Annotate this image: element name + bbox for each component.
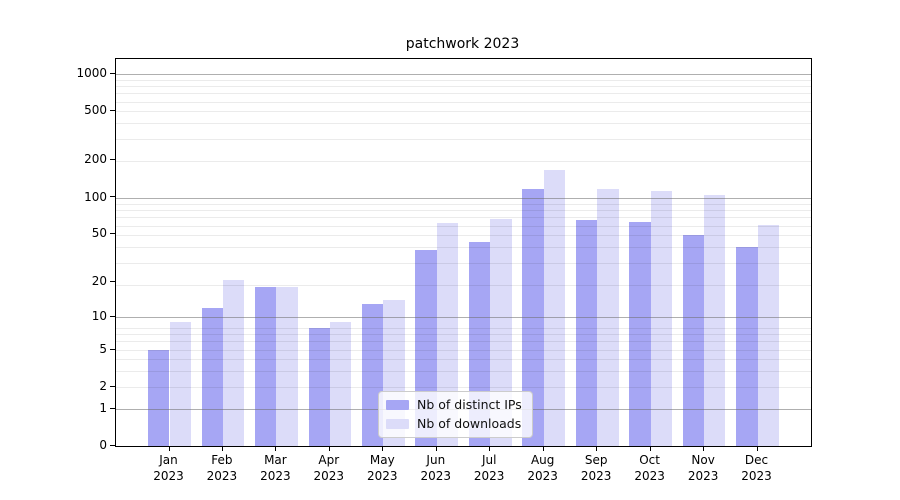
legend-entry-distinct-ips: Nb of distinct IPs <box>386 397 522 413</box>
y-tick-label-10: 10 <box>91 308 107 323</box>
y-tick-mark-50 <box>110 233 115 234</box>
bar-distinct-ips-jan <box>148 349 170 446</box>
bar-distinct-ips-dec <box>736 247 758 446</box>
x-tick-label-may: May 2023 <box>367 453 398 483</box>
legend-label-downloads: Nb of downloads <box>417 416 522 431</box>
x-tick-mark-apr <box>328 446 330 451</box>
y-tick-mark-20 <box>110 281 115 282</box>
x-tick-mark-jan <box>168 446 170 451</box>
chart-title: patchwork 2023 <box>405 36 520 52</box>
x-tick-label-apr: Apr 2023 <box>313 453 345 483</box>
x-tick-mark-jul <box>489 446 491 451</box>
x-tick-mark-mar <box>275 446 277 451</box>
bar-distinct-ips-apr <box>308 327 330 446</box>
y-tick-mark-200 <box>110 159 115 160</box>
y-tick-label-500: 500 <box>84 103 107 118</box>
x-tick-label-aug: Aug 2023 <box>527 453 558 483</box>
x-tick-mark-nov <box>703 446 705 451</box>
legend-swatch-downloads <box>386 419 409 429</box>
x-tick-mark-aug <box>542 446 544 451</box>
y-tick-label-200: 200 <box>84 152 107 167</box>
x-tick-label-oct: Oct 2023 <box>634 453 665 483</box>
x-tick-mark-may <box>382 446 384 451</box>
bar-downloads-mar <box>276 287 298 446</box>
y-tick-label-0: 0 <box>99 438 107 452</box>
x-tick-label-jan: Jan 2023 <box>153 453 184 483</box>
x-tick-label-jul: Jul 2023 <box>473 453 505 483</box>
x-tick-mark-sep <box>596 446 598 451</box>
y-tick-mark-1 <box>110 408 115 409</box>
bar-downloads-nov <box>704 194 726 446</box>
plot-area <box>115 58 812 447</box>
y-tick-mark-5 <box>110 349 115 350</box>
bar-distinct-ips-feb <box>201 307 223 446</box>
x-tick-mark-jun <box>435 446 437 451</box>
legend: Nb of distinct IPs Nb of downloads <box>378 391 533 438</box>
y-tick-mark-500 <box>110 110 115 111</box>
y-tick-label-100: 100 <box>84 189 107 204</box>
bar-distinct-ips-may <box>361 303 384 446</box>
x-tick-mark-dec <box>756 446 758 451</box>
x-tick-label-nov: Nov 2023 <box>687 453 719 483</box>
legend-swatch-distinct-ips <box>386 400 409 410</box>
x-tick-label-dec: Dec 2023 <box>741 453 772 483</box>
x-tick-label-jun: Jun 2023 <box>420 453 452 483</box>
bar-downloads-sep <box>597 189 619 446</box>
bar-distinct-ips-oct <box>629 222 651 446</box>
x-tick-label-sep: Sep 2023 <box>580 453 612 483</box>
x-tick-label-feb: Feb 2023 <box>206 453 238 483</box>
bar-distinct-ips-nov <box>682 235 705 446</box>
bar-downloads-dec <box>757 224 779 446</box>
y-tick-label-1000: 1000 <box>76 65 107 80</box>
x-tick-mark-feb <box>221 446 223 451</box>
bar-downloads-jul <box>490 218 512 446</box>
legend-entry-downloads: Nb of downloads <box>386 416 522 432</box>
y-tick-mark-10 <box>110 316 115 317</box>
legend-label-distinct-ips: Nb of distinct IPs <box>417 397 522 412</box>
bar-distinct-ips-sep <box>575 219 598 446</box>
y-tick-label-20: 20 <box>91 274 107 288</box>
y-tick-label-50: 50 <box>91 226 107 241</box>
y-tick-mark-0 <box>110 445 115 446</box>
bar-downloads-jun <box>436 222 459 446</box>
y-tick-mark-100 <box>110 196 115 197</box>
y-tick-label-2: 2 <box>99 378 107 393</box>
bar-downloads-jan <box>169 322 191 446</box>
x-tick-mark-oct <box>649 446 651 451</box>
bar-downloads-apr <box>329 322 352 446</box>
bar-distinct-ips-mar <box>255 287 277 446</box>
y-tick-mark-2 <box>110 386 115 387</box>
bar-downloads-feb <box>222 279 245 446</box>
x-tick-label-mar: Mar 2023 <box>260 453 291 483</box>
y-tick-label-5: 5 <box>99 341 107 356</box>
bar-downloads-oct <box>650 190 672 446</box>
bar-downloads-aug <box>543 170 566 446</box>
bars-layer <box>116 59 811 446</box>
y-tick-mark-1000 <box>110 73 115 74</box>
y-tick-label-1: 1 <box>99 400 107 415</box>
